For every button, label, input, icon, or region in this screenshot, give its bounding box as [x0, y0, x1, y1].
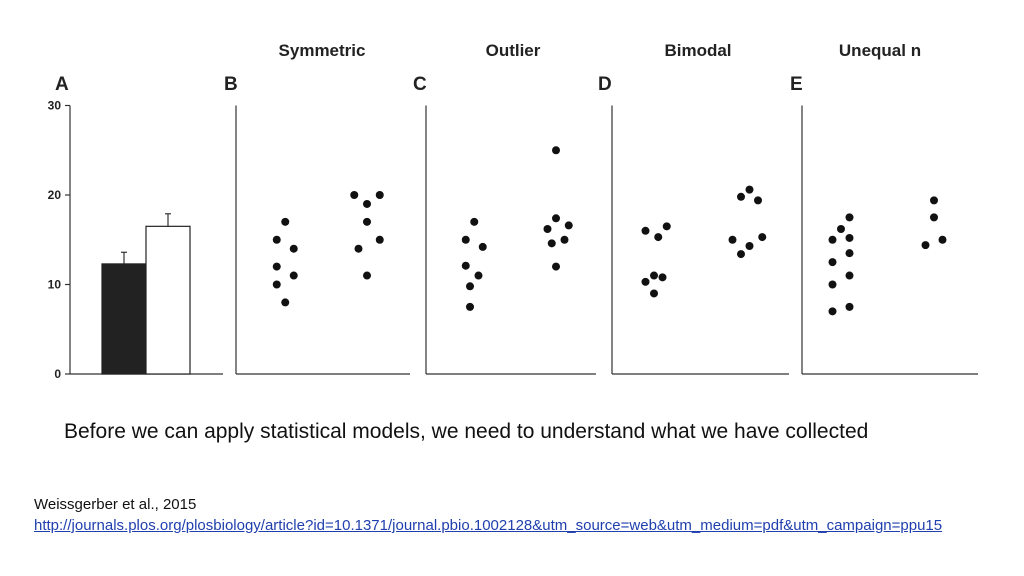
data-point [552, 262, 560, 271]
data-point [828, 280, 837, 289]
data-point [354, 244, 363, 253]
citation-author: Weissgerber et al., 2015 [34, 496, 197, 513]
data-point [564, 221, 573, 230]
panel-title-c: Outlier [486, 41, 541, 60]
data-point [845, 249, 854, 258]
data-point [745, 242, 754, 251]
data-point [845, 213, 854, 222]
data-point [281, 217, 290, 226]
y-tick-label: 30 [48, 99, 62, 113]
data-point [547, 239, 556, 248]
data-point [930, 213, 938, 222]
data-point [930, 196, 938, 205]
data-point [461, 261, 470, 270]
data-point [272, 262, 281, 271]
bar-1 [101, 263, 147, 375]
data-point [350, 191, 359, 199]
data-point [662, 222, 671, 231]
y-tick-label: 10 [48, 278, 62, 292]
figure-panels: A 0 10 20 30 B Symmetric C Outlier D Bimodal E Unequ… [48, 41, 978, 381]
data-point [650, 271, 658, 280]
data-point [828, 235, 837, 244]
data-point [363, 199, 371, 208]
data-point [474, 271, 483, 280]
panel-letter-e: E [790, 74, 803, 95]
data-point [658, 273, 667, 282]
data-point [728, 235, 737, 244]
citation-link[interactable]: http://journals.plos.org/plosbiology/art… [34, 517, 943, 534]
y-tick-label: 0 [54, 367, 61, 381]
data-point [828, 307, 837, 316]
data-point [363, 271, 371, 280]
data-point [281, 298, 290, 307]
data-point [466, 282, 474, 291]
data-point [552, 214, 560, 223]
data-point [466, 302, 474, 311]
bar-2 [145, 225, 191, 375]
data-point [654, 233, 663, 242]
data-point [737, 192, 745, 201]
data-point [938, 235, 947, 244]
data-point [375, 191, 384, 199]
data-point [828, 258, 837, 267]
data-point [845, 302, 854, 311]
panel-letter-a: A [55, 74, 69, 95]
citation-block: Weissgerber et al., 2015 http://journals… [34, 494, 1009, 536]
data-point [470, 217, 479, 226]
data-point [837, 225, 845, 234]
data-point [650, 289, 658, 298]
y-tick-label: 20 [48, 188, 62, 202]
data-point [737, 250, 745, 259]
data-point [845, 233, 854, 242]
panel-title-e: Unequal n [839, 41, 921, 60]
data-point [758, 233, 767, 242]
data-point [921, 241, 930, 250]
data-point [641, 226, 650, 235]
panel-letter-c: C [413, 74, 427, 95]
data-point [272, 235, 281, 244]
data-point [641, 277, 650, 286]
data-point [289, 244, 298, 253]
slide-caption: Before we can apply statistical models, … [64, 420, 869, 443]
panel-title-b: Symmetric [279, 41, 366, 60]
data-point [552, 146, 560, 155]
data-point [543, 225, 552, 234]
data-point [560, 235, 569, 244]
data-point [845, 271, 854, 280]
data-point [754, 196, 762, 205]
data-point [375, 235, 384, 244]
data-point [461, 235, 470, 244]
panel-letter-d: D [598, 74, 612, 95]
data-point [272, 280, 281, 289]
panel-letter-b: B [224, 74, 238, 95]
data-point [478, 242, 487, 251]
panel-title-d: Bimodal [664, 41, 731, 60]
data-point [363, 217, 371, 226]
data-point [745, 185, 754, 194]
data-point [289, 271, 298, 280]
